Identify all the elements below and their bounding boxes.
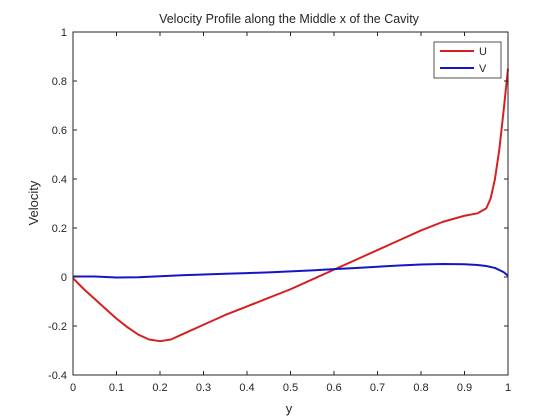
x-tick-label: 0.2: [152, 382, 167, 394]
y-axis: -0.4 -0.2 0 0.2 0.4 0.6 0.8 1: [48, 27, 508, 382]
x-tick-label: 0: [70, 382, 76, 394]
series-line-v: [73, 263, 509, 279]
x-tick-label: 1: [505, 382, 511, 394]
x-tick-label: 0.8: [413, 382, 428, 394]
x-tick-label: 0.5: [283, 382, 298, 394]
plot-area: [73, 32, 508, 375]
x-tick-label: 0.9: [457, 382, 472, 394]
legend-label-v: V: [479, 63, 487, 75]
y-tick-label: 0.8: [52, 76, 67, 88]
y-tick-label: -0.2: [48, 321, 67, 333]
series-layer: [72, 68, 509, 343]
y-tick-label: 1: [61, 27, 67, 39]
y-tick-label: -0.4: [48, 370, 67, 382]
x-axis: 0 0.1 0.2 0.3 0.4 0.5 0.6 0.7 0.8 0.9 1: [70, 32, 511, 394]
x-tick-label: 0.4: [239, 382, 254, 394]
legend-label-u: U: [479, 46, 487, 58]
legend: UV: [433, 41, 502, 79]
chart-title: Velocity Profile along the Middle x of t…: [159, 12, 420, 26]
y-tick-label: 0.4: [52, 174, 67, 186]
x-tick-label: 0.3: [196, 382, 211, 394]
y-tick-label: 0.2: [52, 223, 67, 235]
y-tick-label: 0.6: [52, 125, 67, 137]
y-axis-label: Velocity: [26, 180, 41, 225]
series-line-u: [72, 68, 509, 343]
x-tick-label: 0.1: [109, 382, 124, 394]
y-tick-label: 0: [61, 272, 67, 284]
x-axis-label: y: [286, 401, 293, 416]
legend-box: [433, 41, 502, 79]
x-tick-label: 0.6: [326, 382, 341, 394]
x-tick-label: 0.7: [370, 382, 385, 394]
